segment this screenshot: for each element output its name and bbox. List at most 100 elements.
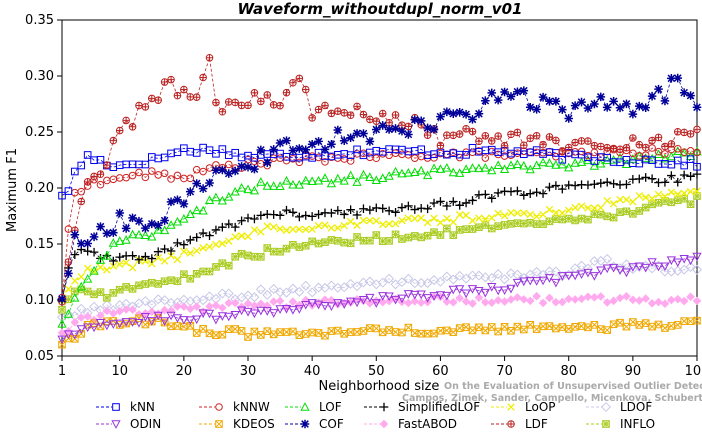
data-point-part (77, 272, 86, 281)
data-point (173, 148, 182, 157)
data-point-part (218, 331, 227, 339)
data-point (89, 232, 99, 242)
data-point (185, 316, 195, 326)
data-point (436, 112, 445, 121)
data-point-part (488, 323, 496, 331)
data-point-part (654, 147, 663, 156)
data-point (378, 204, 388, 213)
data-point (372, 217, 381, 225)
data-point-part (461, 110, 471, 119)
data-point (602, 253, 613, 264)
data-point (262, 289, 273, 300)
data-point (269, 210, 278, 219)
data-point-part (629, 198, 637, 206)
data-point (525, 164, 535, 174)
data-point (64, 187, 73, 195)
data-point-part (648, 137, 656, 144)
data-point-part (353, 145, 361, 154)
data-point-part (366, 324, 374, 332)
data-point (596, 92, 606, 102)
data-point (307, 139, 317, 149)
data-point (224, 98, 233, 106)
data-point (429, 292, 439, 301)
data-point (416, 277, 427, 288)
data-point-part (455, 285, 465, 294)
data-point-part (449, 218, 458, 226)
data-point (552, 324, 560, 333)
data-point (571, 216, 579, 225)
data-point (679, 296, 689, 306)
data-point-part (289, 241, 297, 249)
data-point-part (416, 277, 427, 288)
data-point-part (583, 292, 593, 302)
data-point (507, 326, 515, 335)
data-point-part (281, 175, 292, 185)
data-point (404, 233, 413, 242)
data-point (525, 276, 535, 286)
data-point (282, 88, 291, 97)
data-point-part (577, 294, 586, 304)
data-point-part (64, 269, 73, 278)
data-point (596, 142, 605, 151)
data-point (616, 318, 624, 327)
data-point-part (532, 105, 541, 114)
data-point (128, 171, 137, 180)
data-point (622, 195, 631, 204)
data-point-part (422, 294, 433, 303)
data-point-part (655, 134, 662, 141)
data-point-part (204, 291, 215, 302)
data-point (558, 184, 567, 194)
data-point-part (237, 250, 246, 258)
data-point (90, 290, 98, 299)
data-point (480, 162, 490, 172)
data-point (686, 172, 695, 181)
data-point (141, 223, 150, 233)
data-point-part (506, 284, 516, 294)
data-point-part (314, 329, 323, 337)
data-point (295, 158, 304, 167)
data-point (231, 98, 239, 107)
data-point (519, 86, 529, 95)
data-point (334, 326, 342, 335)
data-point-part (179, 213, 189, 223)
data-point (673, 196, 682, 205)
data-point-part (321, 221, 329, 229)
data-point (153, 224, 163, 234)
data-point (532, 277, 542, 286)
data-point-part (251, 89, 258, 97)
data-point (313, 300, 324, 310)
data-point (673, 146, 683, 155)
data-point (301, 85, 310, 94)
data-point-part (141, 280, 150, 288)
data-point-part (404, 233, 413, 242)
data-point-part (89, 232, 99, 242)
data-point (410, 115, 420, 125)
data-point-part (276, 248, 284, 256)
data-point (410, 205, 420, 214)
data-point (366, 115, 374, 124)
data-point-part (660, 153, 670, 163)
data-point-part (102, 321, 112, 331)
data-point (641, 151, 650, 159)
data-point (526, 134, 535, 143)
data-point-part (147, 219, 157, 229)
data-point (173, 322, 182, 330)
data-point-part (661, 150, 669, 158)
data-point-part (186, 322, 194, 330)
data-point-part (435, 291, 446, 300)
data-point (608, 154, 619, 164)
data-point-part (577, 202, 586, 210)
data-point (96, 170, 105, 179)
data-point-part (396, 277, 407, 288)
legend-item-knnw: kNNW (199, 400, 270, 414)
data-point-part (448, 109, 458, 118)
y-tick-label: 0.25 (25, 125, 54, 140)
data-point-part (653, 149, 664, 158)
data-point-part (384, 171, 394, 180)
data-point-part (462, 125, 470, 133)
data-point (532, 325, 541, 333)
data-point-part (77, 198, 85, 205)
data-point (173, 195, 182, 205)
data-point (519, 277, 529, 287)
